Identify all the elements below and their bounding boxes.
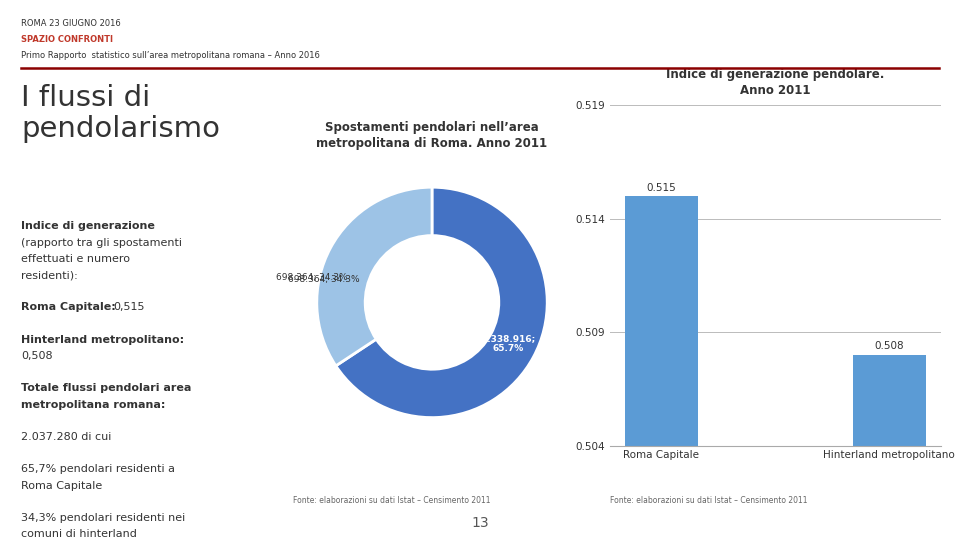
Text: residenti):: residenti):: [21, 270, 78, 280]
Text: SPAZIO CONFRONTI: SPAZIO CONFRONTI: [21, 35, 113, 44]
Text: 1.338.916;
65.7%: 1.338.916; 65.7%: [481, 334, 536, 353]
Title: Spostamenti pendolari nell’area
metropolitana di Roma. Anno 2011: Spostamenti pendolari nell’area metropol…: [317, 122, 547, 150]
Text: Totale flussi pendolari area: Totale flussi pendolari area: [21, 383, 191, 394]
Bar: [625, 196, 698, 540]
Title: Indice di generazione pendolare.
Anno 2011: Indice di generazione pendolare. Anno 20…: [666, 68, 884, 97]
Text: 0.515: 0.515: [646, 183, 676, 193]
Text: 0.508: 0.508: [875, 341, 904, 352]
Text: Roma Capitale:: Roma Capitale:: [21, 302, 120, 313]
Text: Indice di generazione: Indice di generazione: [21, 221, 155, 232]
Text: 34,3% pendolari residenti nei: 34,3% pendolari residenti nei: [21, 513, 185, 523]
Text: 0,515: 0,515: [113, 302, 145, 313]
Text: Fonte: elaborazioni su dati Istat – Censimento 2011: Fonte: elaborazioni su dati Istat – Cens…: [293, 496, 491, 505]
Wedge shape: [317, 187, 432, 366]
Text: Primo Rapporto  statistico sull’area metropolitana romana – Anno 2016: Primo Rapporto statistico sull’area metr…: [21, 51, 320, 60]
Text: effettuati e numero: effettuati e numero: [21, 254, 131, 264]
Text: ROMA 23 GIUGNO 2016: ROMA 23 GIUGNO 2016: [21, 19, 121, 28]
Text: I flussi di
pendolarismo: I flussi di pendolarismo: [21, 84, 220, 143]
Wedge shape: [336, 187, 547, 417]
Text: Fonte: elaborazioni su dati Istat – Censimento 2011: Fonte: elaborazioni su dati Istat – Cens…: [610, 496, 807, 505]
Text: 2.037.280 di cui: 2.037.280 di cui: [21, 432, 111, 442]
Text: 698.364; 34.3%: 698.364; 34.3%: [288, 275, 360, 284]
Text: 13: 13: [471, 516, 489, 530]
Text: metropolitana romana:: metropolitana romana:: [21, 400, 165, 410]
Bar: [852, 355, 925, 540]
Text: comuni di hinterland: comuni di hinterland: [21, 529, 137, 539]
Text: 65,7% pendolari residenti a: 65,7% pendolari residenti a: [21, 464, 175, 475]
Text: Roma Capitale: Roma Capitale: [21, 481, 103, 491]
Text: (rapporto tra gli spostamenti: (rapporto tra gli spostamenti: [21, 238, 182, 248]
Legend: Roma Capitale, Hinterland metropolitano: Roma Capitale, Hinterland metropolitano: [673, 235, 816, 267]
Text: Hinterland metropolitano:: Hinterland metropolitano:: [21, 335, 184, 345]
Text: 698.364; 34.3%: 698.364; 34.3%: [276, 273, 348, 281]
Text: 0,508: 0,508: [21, 351, 53, 361]
